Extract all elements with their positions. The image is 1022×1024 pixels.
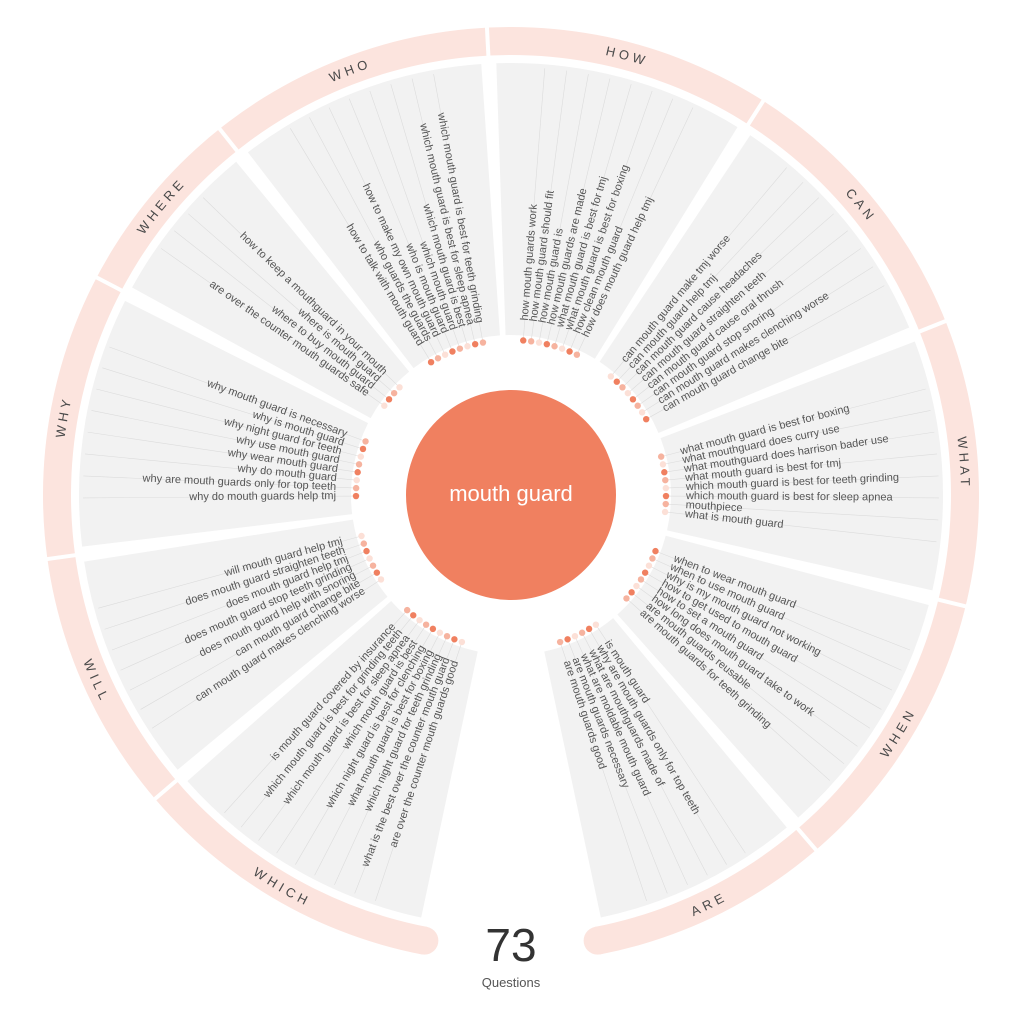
dot-icon — [528, 338, 534, 344]
dot-icon — [353, 485, 359, 491]
dot-icon — [625, 390, 631, 396]
dot-icon — [449, 348, 455, 354]
dot-icon — [520, 337, 526, 343]
dot-icon — [579, 630, 585, 636]
outer-ring-cap — [410, 927, 438, 955]
dot-icon — [619, 384, 625, 390]
dot-icon — [634, 403, 640, 409]
dot-icon — [586, 626, 592, 632]
dot-icon — [660, 461, 666, 467]
dot-icon — [544, 341, 550, 347]
dot-icon — [457, 345, 463, 351]
dot-icon — [363, 548, 369, 554]
total-label: Questions — [482, 975, 541, 990]
center-label: mouth guard — [449, 481, 573, 506]
dot-icon — [639, 409, 645, 415]
dot-icon — [574, 351, 580, 357]
dot-icon — [354, 469, 360, 475]
dot-icon — [593, 621, 599, 627]
dot-icon — [480, 339, 486, 345]
dot-icon — [652, 548, 658, 554]
dot-icon — [366, 555, 372, 561]
dot-icon — [428, 359, 434, 365]
dot-icon — [353, 493, 359, 499]
dot-icon — [646, 562, 652, 568]
dot-icon — [566, 348, 572, 354]
dot-icon — [661, 469, 667, 475]
dot-icon — [370, 562, 376, 568]
dot-icon — [536, 339, 542, 345]
dot-icon — [638, 576, 644, 582]
dot-icon — [662, 477, 668, 483]
dot-icon — [437, 630, 443, 636]
dot-icon — [374, 569, 380, 575]
dot-icon — [564, 636, 570, 642]
dot-icon — [623, 595, 629, 601]
dot-icon — [358, 533, 364, 539]
dot-icon — [662, 509, 668, 515]
dot-icon — [614, 379, 620, 385]
dot-icon — [381, 403, 387, 409]
dot-icon — [551, 343, 557, 349]
dot-icon — [444, 633, 450, 639]
dot-icon — [642, 569, 648, 575]
dot-icon — [663, 485, 669, 491]
dot-icon — [559, 345, 565, 351]
dot-icon — [459, 639, 465, 645]
dot-icon — [464, 343, 470, 349]
dot-icon — [378, 576, 384, 582]
dot-icon — [410, 612, 416, 618]
dot-icon — [423, 621, 429, 627]
dot-icon — [658, 453, 664, 459]
dot-icon — [430, 626, 436, 632]
total-count: 73 — [485, 918, 536, 972]
dot-icon — [451, 636, 457, 642]
dot-icon — [663, 493, 669, 499]
dot-icon — [643, 416, 649, 422]
dot-icon — [386, 396, 392, 402]
dot-icon — [416, 617, 422, 623]
dot-icon — [396, 384, 402, 390]
dot-icon — [435, 355, 441, 361]
dot-icon — [358, 453, 364, 459]
dot-icon — [633, 583, 639, 589]
dot-icon — [608, 373, 614, 379]
dot-icon — [442, 351, 448, 357]
dot-icon — [362, 438, 368, 444]
dot-icon — [630, 396, 636, 402]
dot-icon — [557, 639, 563, 645]
dot-icon — [356, 461, 362, 467]
dot-icon — [360, 446, 366, 452]
dot-icon — [628, 589, 634, 595]
dot-icon — [472, 341, 478, 347]
dot-icon — [663, 501, 669, 507]
sunburst-chart: how mouth guards workhow mouth guard sho… — [0, 0, 1022, 1024]
dot-icon — [649, 555, 655, 561]
dot-icon — [572, 633, 578, 639]
dot-icon — [391, 390, 397, 396]
ring-divider — [487, 27, 489, 57]
outer-ring-cap — [584, 927, 612, 955]
dot-icon — [404, 607, 410, 613]
dot-icon — [354, 477, 360, 483]
dot-icon — [361, 540, 367, 546]
